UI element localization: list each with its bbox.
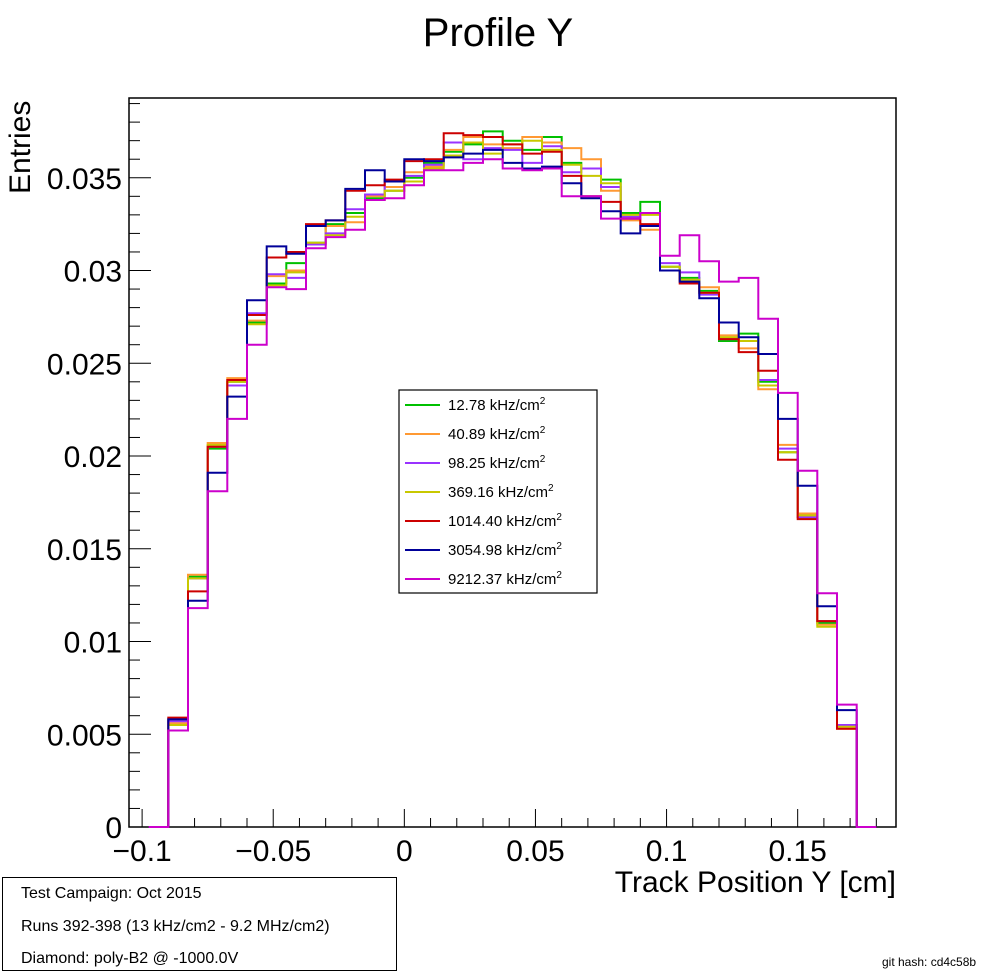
y-tick-label: 0 — [105, 812, 122, 845]
x-tick-label: −0.05 — [235, 835, 311, 868]
legend-label: 40.89 kHz/cm2 — [448, 425, 546, 443]
legend: 12.78 kHz/cm2 40.89 kHz/cm2 98.25 kHz/cm2 3… — [398, 389, 598, 594]
y-axis-label: Entries — [4, 101, 37, 194]
x-tick-labels: −0.1 −0.05 0 0.05 0.1 0.15 — [112, 835, 826, 868]
y-tick-label: 0.025 — [47, 348, 122, 381]
info-diamond: Diamond: poly-B2 @ -1000.0V — [21, 950, 239, 967]
chart-title: Profile Y — [423, 11, 573, 55]
series-line — [148, 132, 877, 828]
series-line — [148, 158, 877, 828]
legend-label: 12.78 kHz/cm2 — [448, 396, 546, 414]
series-line — [148, 136, 877, 828]
legend-label: 98.25 kHz/cm2 — [448, 454, 546, 472]
x-tick-label: −0.1 — [112, 835, 171, 868]
series-line — [148, 130, 877, 828]
legend-label: 369.16 kHz/cm2 — [448, 483, 554, 501]
x-tick-label: 0.15 — [768, 835, 826, 868]
histogram-series — [148, 130, 877, 828]
y-tick-label: 0.015 — [47, 534, 122, 567]
info-test-campaign: Test Campaign: Oct 2015 — [21, 885, 202, 902]
y-tick-label: 0.03 — [64, 256, 122, 289]
legend-label: 3054.98 kHz/cm2 — [448, 541, 562, 559]
y-tick-label: 0.02 — [64, 441, 122, 474]
y-tick-label: 0.035 — [47, 163, 122, 196]
y-tick-label: 0.01 — [64, 627, 122, 660]
git-hash: git hash: cd4c58b — [882, 955, 977, 969]
y-tick-labels: 0 0.005 0.01 0.015 0.02 0.025 0.03 0.035 — [47, 163, 122, 845]
legend-label: 9212.37 kHz/cm2 — [448, 570, 562, 588]
series-line — [148, 148, 877, 828]
x-tick-label: 0.05 — [506, 835, 564, 868]
info-runs: Runs 392-398 (13 kHz/cm2 - 9.2 MHz/cm2) — [21, 918, 330, 935]
y-tick-label: 0.005 — [47, 719, 122, 752]
axis-ticks — [129, 103, 877, 828]
legend-label: 1014.40 kHz/cm2 — [448, 512, 562, 530]
info-box: Test Campaign: Oct 2015 Runs 392-398 (13… — [2, 877, 397, 971]
x-tick-label: 0 — [396, 835, 413, 868]
x-axis-label: Track Position Y [cm] — [615, 866, 896, 899]
x-tick-label: 0.1 — [646, 835, 688, 868]
plot-frame — [128, 97, 897, 828]
